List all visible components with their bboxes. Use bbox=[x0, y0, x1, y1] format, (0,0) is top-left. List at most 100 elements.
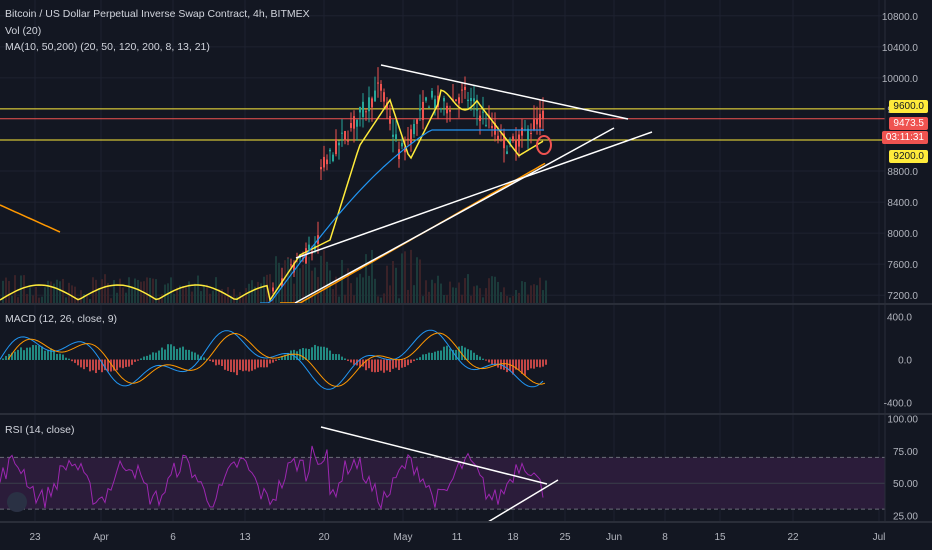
macd-tick-label: 0.0 bbox=[898, 356, 912, 367]
volume-bar bbox=[410, 249, 412, 303]
volume-bar bbox=[59, 281, 61, 303]
volume-bar bbox=[524, 281, 526, 303]
candle-body bbox=[428, 106, 430, 108]
macd-hist-bar bbox=[5, 355, 7, 360]
ma-legend: MA(10, 50,200) (20, 50, 120, 200, 8, 13,… bbox=[5, 41, 210, 53]
macd-hist-bar bbox=[209, 359, 211, 362]
volume-bar bbox=[149, 277, 151, 303]
macd-hist-bar bbox=[74, 359, 76, 363]
volume-bar bbox=[179, 285, 181, 303]
panel-separators bbox=[0, 0, 932, 523]
candle-body bbox=[338, 142, 340, 146]
volume-bar bbox=[200, 291, 202, 303]
macd-hist-bar bbox=[518, 359, 520, 370]
macd-hist-bar bbox=[461, 345, 463, 360]
candle-body bbox=[527, 128, 529, 140]
macd-hist-bar bbox=[8, 353, 10, 360]
macd-hist-bar bbox=[521, 359, 523, 374]
macd-hist-bar bbox=[221, 359, 223, 367]
macd-hist-bar bbox=[539, 359, 541, 368]
macd-hist-bar bbox=[182, 346, 184, 360]
volume-bar bbox=[413, 285, 415, 303]
volume-bar bbox=[41, 296, 43, 303]
volume-bar bbox=[395, 267, 397, 303]
volume-bar bbox=[113, 280, 115, 303]
macd-hist-bar bbox=[179, 347, 181, 360]
volume-bar bbox=[65, 297, 67, 303]
macd-hist-bar bbox=[422, 354, 424, 360]
tradingview-logo-icon[interactable] bbox=[7, 492, 27, 512]
volume-bar bbox=[437, 275, 439, 303]
volume-bar bbox=[104, 274, 106, 303]
macd-hist-bar bbox=[257, 359, 259, 368]
macd-hist-bar bbox=[302, 348, 304, 360]
horizontal-levels bbox=[0, 108, 885, 141]
volume-bar bbox=[374, 278, 376, 303]
macd-hist-bar bbox=[485, 359, 487, 361]
volume-bar bbox=[254, 286, 256, 303]
volume-bar bbox=[356, 277, 358, 303]
macd-hist-bar bbox=[104, 359, 106, 371]
macd-hist-bar bbox=[398, 359, 400, 371]
volume-bar bbox=[164, 284, 166, 303]
candle-body bbox=[326, 159, 328, 165]
volume-bar bbox=[458, 282, 460, 303]
volume-bar bbox=[326, 261, 328, 303]
macd-hist-bar bbox=[191, 351, 193, 360]
macd-hist-bar bbox=[77, 359, 79, 366]
candle-body bbox=[374, 90, 376, 102]
candle-body bbox=[464, 86, 466, 90]
macd-hist-bar bbox=[107, 359, 109, 372]
candle-body bbox=[293, 262, 295, 273]
volume-bar bbox=[425, 280, 427, 303]
macd-hist-bar bbox=[290, 350, 292, 360]
macd-hist-bar bbox=[317, 346, 319, 360]
macd-hist-bar bbox=[212, 359, 214, 363]
candle-body bbox=[335, 139, 337, 155]
macd-hist-bar bbox=[479, 356, 481, 360]
volume-bar bbox=[188, 281, 190, 303]
volume-bar bbox=[347, 268, 349, 303]
macd-hist-bar bbox=[527, 359, 529, 371]
macd-hist-bar bbox=[98, 359, 100, 370]
candle-body bbox=[323, 156, 325, 168]
volume-bar bbox=[359, 273, 361, 303]
macd-hist-bar bbox=[215, 359, 217, 366]
x-tick-label: 8 bbox=[662, 532, 668, 543]
volume-bar bbox=[293, 283, 295, 303]
macd-hist-bar bbox=[236, 359, 238, 376]
volume-bar bbox=[89, 298, 91, 303]
price-tick-label: 10800.0 bbox=[882, 12, 919, 23]
volume-bar bbox=[377, 296, 379, 303]
candle-body bbox=[350, 123, 352, 128]
macd-hist-bar bbox=[23, 350, 25, 360]
volume-bar bbox=[401, 253, 403, 303]
candle-body bbox=[356, 119, 358, 127]
candle-body bbox=[290, 264, 292, 266]
volume-bar bbox=[38, 297, 40, 303]
volume-bar bbox=[71, 285, 73, 303]
volume-bar bbox=[290, 269, 292, 303]
macd-hist-bar bbox=[272, 359, 274, 363]
volume-bar bbox=[476, 285, 478, 303]
trendline bbox=[295, 131, 653, 259]
volume-bar bbox=[530, 285, 532, 303]
volume-bar bbox=[470, 295, 472, 303]
x-tick-label: 13 bbox=[239, 532, 251, 543]
macd-hist-bar bbox=[41, 346, 43, 360]
macd-hist-bar bbox=[275, 359, 277, 361]
macd-tick-label: 400.0 bbox=[887, 313, 912, 324]
volume-bar bbox=[107, 282, 109, 303]
macd-hist-bar bbox=[2, 358, 4, 360]
macd-hist-bar bbox=[536, 359, 538, 367]
macd-hist-bar bbox=[368, 359, 370, 369]
candle-body bbox=[512, 136, 514, 142]
circle-annotation bbox=[536, 135, 552, 155]
macd-hist-bar bbox=[131, 359, 133, 365]
macd-hist-bar bbox=[482, 358, 484, 360]
volume-bar bbox=[134, 278, 136, 303]
volume-bar bbox=[323, 250, 325, 303]
volume-bar bbox=[449, 281, 451, 303]
volume-bar bbox=[407, 289, 409, 303]
